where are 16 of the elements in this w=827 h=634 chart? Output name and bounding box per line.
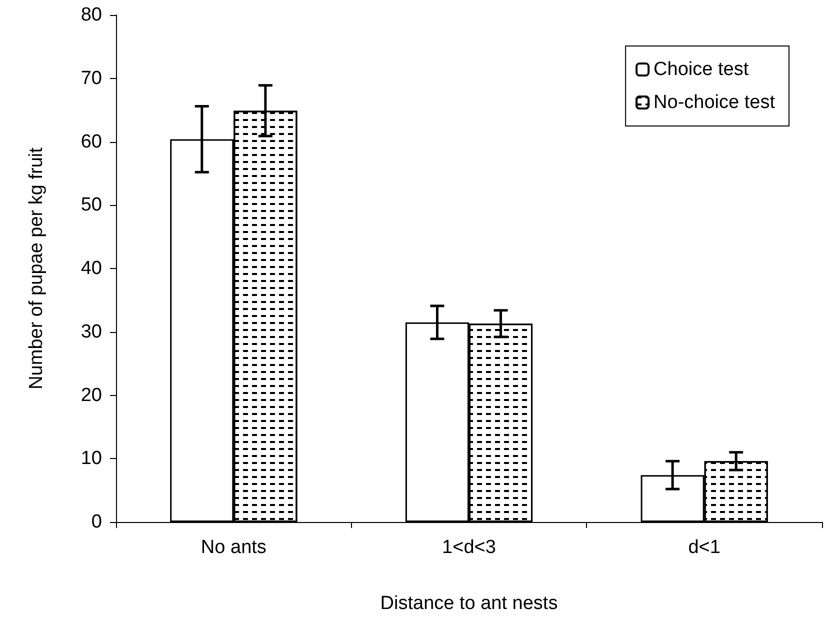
x-tick-label: d<1 bbox=[688, 537, 720, 558]
y-tick-label: 20 bbox=[80, 384, 102, 406]
x-axis-title: Distance to ant nests bbox=[380, 593, 558, 614]
legend-label: No-choice test bbox=[654, 92, 776, 113]
y-tick-label: 50 bbox=[80, 194, 102, 216]
y-tick-label: 30 bbox=[80, 321, 102, 342]
legend-label: Choice test bbox=[654, 59, 750, 80]
y-tick-label: 70 bbox=[80, 68, 102, 89]
x-tick-label: No ants bbox=[200, 537, 266, 558]
y-tick-label: 60 bbox=[80, 131, 102, 152]
y-tick-label: 40 bbox=[80, 258, 102, 279]
y-tick-label: 0 bbox=[91, 512, 102, 532]
y-tick-label: 10 bbox=[80, 448, 102, 470]
y-tick-label: 80 bbox=[80, 4, 102, 26]
x-tick-label: 1<d<3 bbox=[442, 537, 496, 558]
y-axis-title: Number of pupae per kg fruit bbox=[26, 146, 47, 390]
